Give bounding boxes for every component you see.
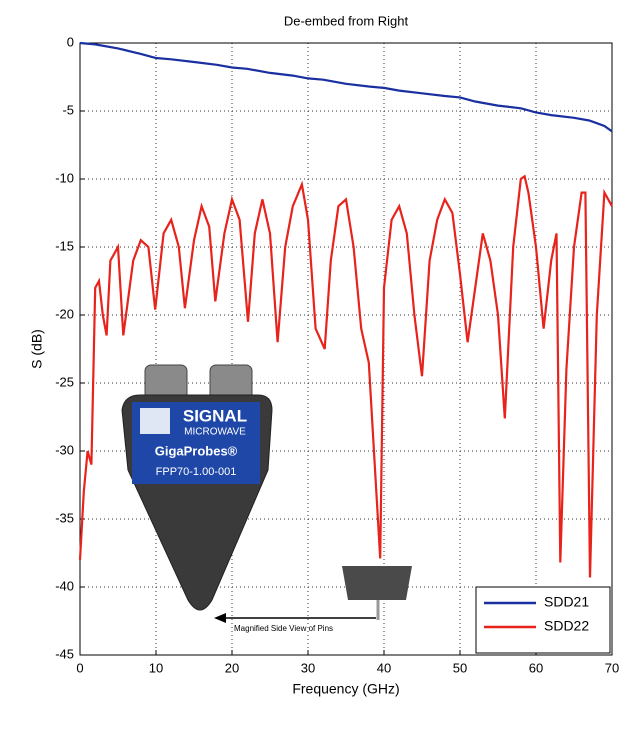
model: FPP70-1.00-001 xyxy=(156,466,237,478)
y-tick-label: -30 xyxy=(55,442,74,457)
probe-inset: SIGNAL MICROWAVE GigaProbes® FPP70-1.00-001… xyxy=(121,364,412,633)
legend-label: SDD21 xyxy=(544,594,589,610)
arrow-head xyxy=(214,613,226,623)
x-tick-label: 40 xyxy=(377,660,391,675)
x-tick-label: 30 xyxy=(301,660,315,675)
series-line xyxy=(78,174,613,578)
x-tick-label: 60 xyxy=(529,660,543,675)
y-tick-label: -40 xyxy=(55,578,74,593)
plot-frame xyxy=(79,42,613,656)
chart-title: De-embed from Right xyxy=(284,13,409,28)
y-tick-label: 0 xyxy=(67,34,74,49)
y-tick-label: -25 xyxy=(55,374,74,389)
logo xyxy=(140,408,170,434)
y-tick-label: -10 xyxy=(55,170,74,185)
brand: SIGNAL xyxy=(183,406,247,425)
x-tick-label: 0 xyxy=(76,660,83,675)
y-tick-label: -45 xyxy=(55,646,74,661)
x-tick-label: 70 xyxy=(605,660,619,675)
side-view xyxy=(342,566,412,600)
y-tick-label: -20 xyxy=(55,306,74,321)
y-axis-label: S (dB) xyxy=(29,329,45,369)
legend-label: SDD22 xyxy=(544,618,589,634)
caption: Magnified Side View of Pins xyxy=(234,624,333,633)
series-line xyxy=(79,41,613,133)
y-tick-label: -35 xyxy=(55,510,74,525)
brand-sub: MICROWAVE xyxy=(184,427,246,438)
y-tick-label: -15 xyxy=(55,238,74,253)
product: GigaProbes® xyxy=(155,443,238,458)
legend-box xyxy=(475,586,611,654)
x-axis-label: Frequency (GHz) xyxy=(292,681,399,697)
x-tick-label: 10 xyxy=(149,660,163,675)
y-tick-label: -5 xyxy=(62,102,74,117)
x-tick-label: 50 xyxy=(453,660,467,675)
x-tick-label: 20 xyxy=(225,660,239,675)
